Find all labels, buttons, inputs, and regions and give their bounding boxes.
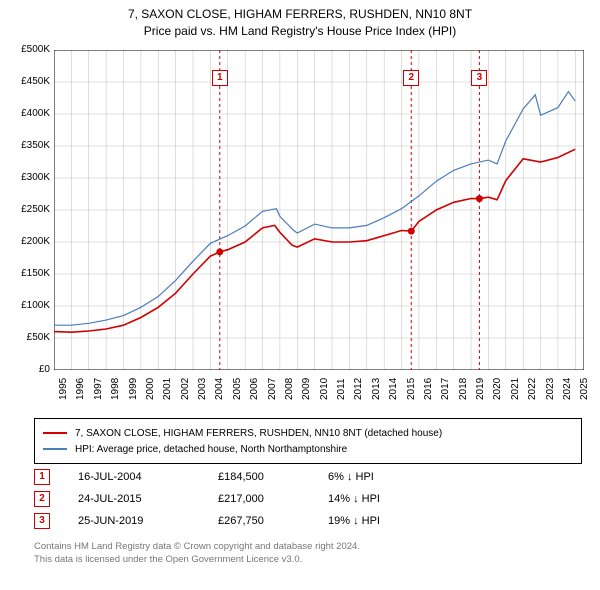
sales-row-3: 3 25-JUN-2019 £267,750 19% ↓ HPI [34, 510, 448, 532]
sale-delta-2: 14% ↓ HPI [328, 493, 448, 505]
sale-marker-1: 1 [34, 469, 50, 485]
xtick-label: 2017 [440, 378, 451, 400]
xtick-label: 2020 [492, 378, 503, 400]
xtick-label: 2011 [336, 378, 347, 400]
sale-date-2: 24-JUL-2015 [78, 493, 218, 505]
ytick-label: £400K [4, 108, 50, 119]
xtick-label: 1995 [58, 378, 69, 400]
ytick-label: £50K [4, 332, 50, 343]
xtick-label: 2015 [406, 378, 417, 400]
sale-price-1: £184,500 [218, 471, 328, 483]
title-line-2: Price paid vs. HM Land Registry's House … [0, 23, 600, 40]
legend-row-property: 7, SAXON CLOSE, HIGHAM FERRERS, RUSHDEN,… [43, 425, 573, 441]
sale-delta-3: 19% ↓ HPI [328, 515, 448, 527]
legend: 7, SAXON CLOSE, HIGHAM FERRERS, RUSHDEN,… [34, 418, 582, 464]
ytick-label: £150K [4, 268, 50, 279]
chart-container: 7, SAXON CLOSE, HIGHAM FERRERS, RUSHDEN,… [0, 0, 600, 590]
line-chart [54, 50, 584, 370]
xtick-label: 2024 [562, 378, 573, 400]
xtick-label: 2002 [180, 378, 191, 400]
ytick-label: £450K [4, 76, 50, 87]
sale-price-2: £217,000 [218, 493, 328, 505]
sale-date-3: 25-JUN-2019 [78, 515, 218, 527]
legend-swatch-hpi [43, 448, 67, 450]
ytick-label: £350K [4, 140, 50, 151]
ytick-label: £300K [4, 172, 50, 183]
ytick-label: £500K [4, 44, 50, 55]
xtick-label: 1996 [75, 378, 86, 400]
xtick-label: 2016 [423, 378, 434, 400]
sale-date-1: 16-JUL-2004 [78, 471, 218, 483]
sales-table: 1 16-JUL-2004 £184,500 6% ↓ HPI 2 24-JUL… [34, 466, 448, 532]
sales-row-1: 1 16-JUL-2004 £184,500 6% ↓ HPI [34, 466, 448, 488]
footer-line-1: Contains HM Land Registry data © Crown c… [34, 540, 360, 553]
ytick-label: £100K [4, 300, 50, 311]
chart-sale-marker: 2 [403, 70, 419, 86]
xtick-label: 2007 [267, 378, 278, 400]
legend-label-hpi: HPI: Average price, detached house, Nort… [75, 444, 347, 455]
xtick-label: 2006 [249, 378, 260, 400]
xtick-label: 1999 [128, 378, 139, 400]
xtick-label: 2012 [353, 378, 364, 400]
sale-delta-1: 6% ↓ HPI [328, 471, 448, 483]
ytick-label: £250K [4, 204, 50, 215]
footer: Contains HM Land Registry data © Crown c… [34, 540, 360, 567]
xtick-label: 2010 [319, 378, 330, 400]
ytick-label: £0 [4, 364, 50, 375]
sale-marker-3: 3 [34, 513, 50, 529]
legend-label-property: 7, SAXON CLOSE, HIGHAM FERRERS, RUSHDEN,… [75, 428, 442, 439]
sale-marker-2: 2 [34, 491, 50, 507]
xtick-label: 2025 [579, 378, 590, 400]
xtick-label: 2022 [527, 378, 538, 400]
xtick-label: 1997 [93, 378, 104, 400]
title-line-1: 7, SAXON CLOSE, HIGHAM FERRERS, RUSHDEN,… [0, 6, 600, 23]
xtick-label: 2003 [197, 378, 208, 400]
chart-area [54, 50, 584, 370]
xtick-label: 2018 [458, 378, 469, 400]
ytick-label: £200K [4, 236, 50, 247]
chart-sale-marker: 1 [212, 70, 228, 86]
xtick-label: 2013 [371, 378, 382, 400]
xtick-label: 2005 [232, 378, 243, 400]
chart-sale-marker: 3 [471, 70, 487, 86]
title-block: 7, SAXON CLOSE, HIGHAM FERRERS, RUSHDEN,… [0, 0, 600, 40]
xtick-label: 2023 [545, 378, 556, 400]
xtick-label: 2009 [301, 378, 312, 400]
xtick-label: 2014 [388, 378, 399, 400]
footer-line-2: This data is licensed under the Open Gov… [34, 553, 360, 566]
xtick-label: 2004 [214, 378, 225, 400]
sale-price-3: £267,750 [218, 515, 328, 527]
xtick-label: 2001 [162, 378, 173, 400]
xtick-label: 2000 [145, 378, 156, 400]
sales-row-2: 2 24-JUL-2015 £217,000 14% ↓ HPI [34, 488, 448, 510]
xtick-label: 2019 [475, 378, 486, 400]
legend-swatch-property [43, 432, 67, 434]
legend-row-hpi: HPI: Average price, detached house, Nort… [43, 441, 573, 457]
xtick-label: 2008 [284, 378, 295, 400]
xtick-label: 1998 [110, 378, 121, 400]
xtick-label: 2021 [510, 378, 521, 400]
